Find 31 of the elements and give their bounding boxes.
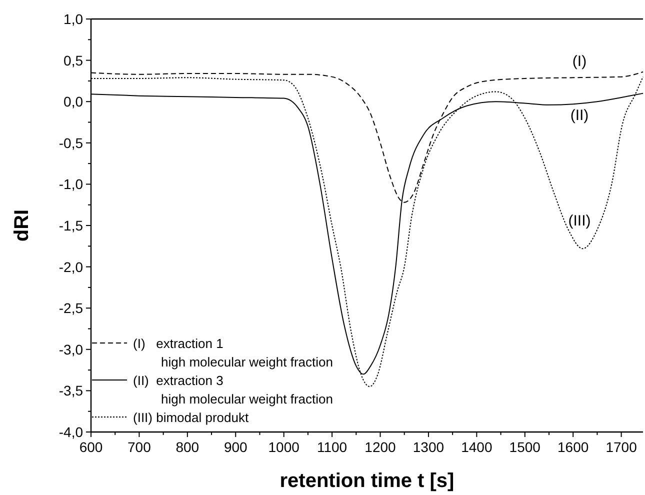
x-tick-label: 800 [176,439,200,455]
x-tick-label: 1300 [412,439,444,455]
x-tick-label: 900 [224,439,248,455]
y-tick-label: -1,0 [58,176,84,192]
y-tick-label: -3,0 [58,341,84,358]
x-tick-label: 1700 [606,439,638,455]
x-tick-label: 1200 [364,439,396,455]
x-tick-label: 1500 [509,439,541,455]
legend-label: (I) extraction 1 high molecular weight fraction [133,336,333,370]
annotation: (II) [570,107,589,124]
x-tick-label: 700 [128,439,152,455]
y-tick-label: 0,5 [64,52,84,68]
y-tick-label: -1,5 [58,218,84,234]
x-tick-label: 1600 [558,439,589,455]
x-axis-title: retention time t [s] [280,470,454,492]
y-tick-label: 0,0 [64,94,84,110]
legend-label: (III) bimodal produkt [133,410,249,425]
y-tick-label: -0,5 [58,134,84,151]
y-tick-label: -2,0 [58,258,84,275]
y-tick-label: -2,5 [58,300,84,316]
x-tick-label: 1100 [316,439,348,455]
y-tick-label: 1,0 [64,11,84,27]
x-tick-label: 1400 [461,439,492,455]
annotation: (III) [568,212,591,230]
annotation: (I) [572,53,587,70]
x-tick-label: 600 [79,439,103,455]
y-axis-title: dRI [11,209,33,242]
x-tick-label: 1000 [268,439,300,455]
legend-label: (II) extraction 3 high molecular weight fraction [133,373,333,406]
y-tick-label: -3,5 [58,382,84,399]
y-tick-label: -4,0 [58,424,84,440]
